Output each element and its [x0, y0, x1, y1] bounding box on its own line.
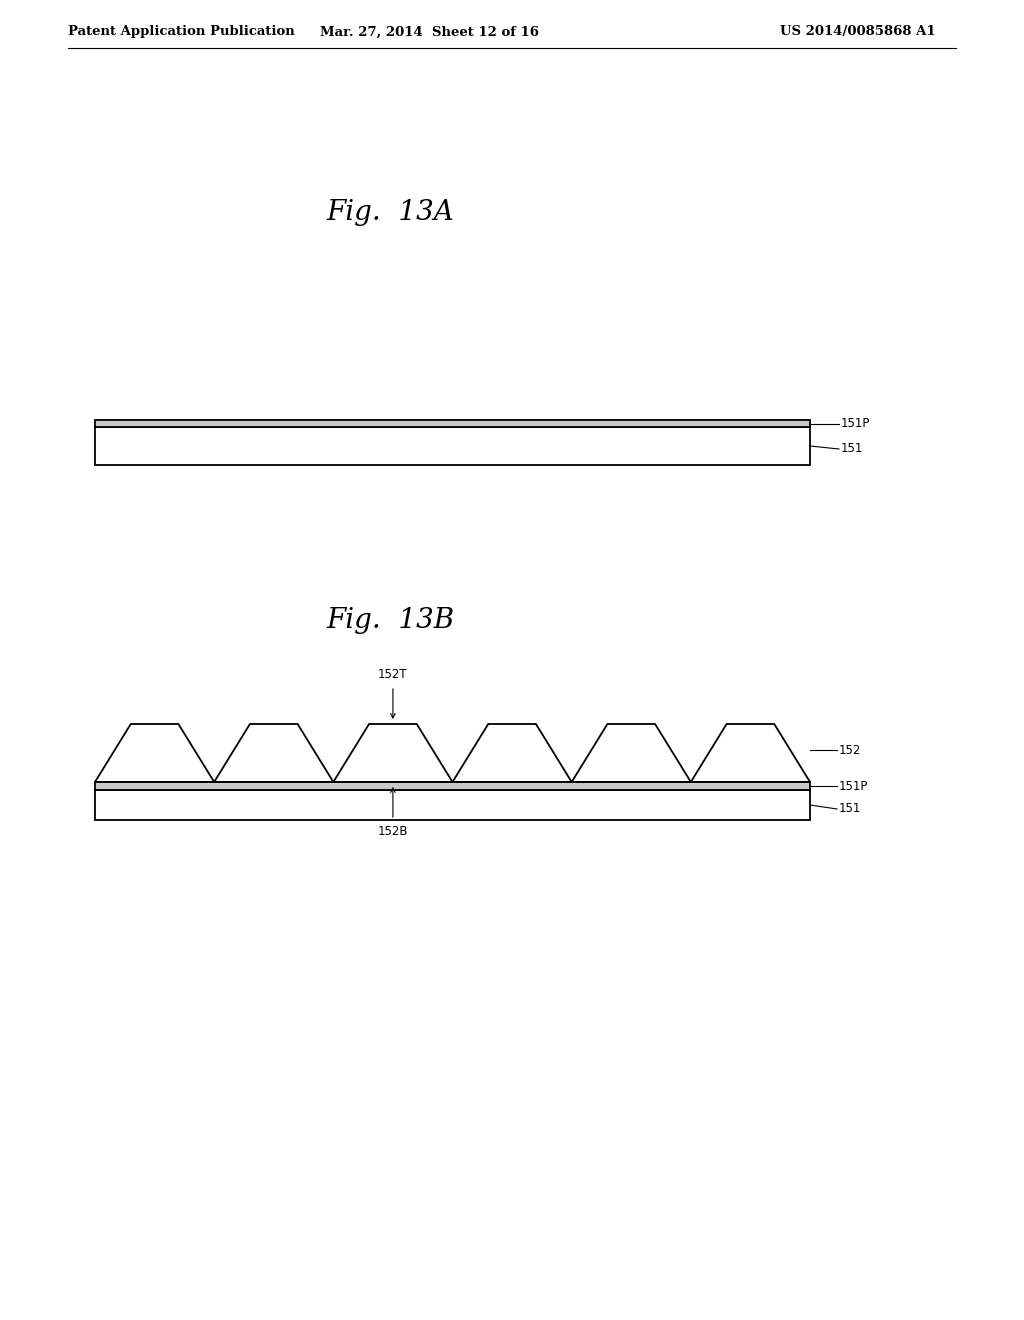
Text: 151: 151: [841, 442, 863, 455]
Text: US 2014/0085868 A1: US 2014/0085868 A1: [780, 25, 936, 38]
Text: 152B: 152B: [378, 825, 409, 838]
Polygon shape: [453, 723, 571, 781]
Text: 151P: 151P: [841, 417, 870, 430]
Polygon shape: [95, 781, 810, 789]
Polygon shape: [691, 723, 810, 781]
Text: Mar. 27, 2014  Sheet 12 of 16: Mar. 27, 2014 Sheet 12 of 16: [321, 25, 540, 38]
Polygon shape: [95, 426, 810, 465]
Polygon shape: [334, 723, 453, 781]
Polygon shape: [95, 789, 810, 820]
Polygon shape: [95, 420, 810, 426]
Text: Fig.  13B: Fig. 13B: [326, 606, 454, 634]
Text: 151P: 151P: [839, 780, 868, 792]
Text: 152T: 152T: [378, 668, 408, 681]
Polygon shape: [95, 723, 214, 781]
Polygon shape: [571, 723, 691, 781]
Polygon shape: [214, 723, 334, 781]
Text: 152: 152: [839, 743, 861, 756]
Text: 151: 151: [839, 803, 861, 816]
Text: Patent Application Publication: Patent Application Publication: [68, 25, 295, 38]
Text: Fig.  13A: Fig. 13A: [326, 198, 454, 226]
